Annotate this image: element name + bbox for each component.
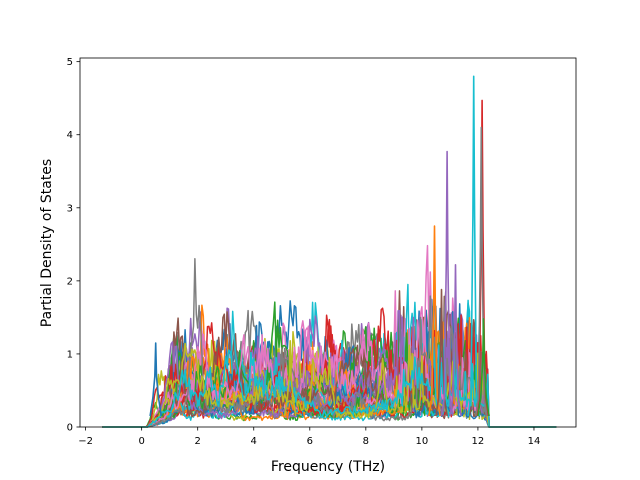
- x-tick-label: 0: [138, 436, 144, 447]
- x-tick-label: 6: [307, 436, 313, 447]
- x-tick-label: 14: [528, 436, 541, 447]
- peak-series-7: [467, 75, 481, 417]
- x-tick-label: −2: [78, 436, 93, 447]
- peak-series-5: [440, 150, 454, 417]
- x-tick-label: 12: [472, 436, 485, 447]
- x-tick-label: 4: [251, 436, 257, 447]
- y-axis-label: Partial Density of States: [39, 159, 55, 327]
- peak-series-3: [428, 225, 441, 417]
- x-tick-label: 2: [195, 436, 201, 447]
- x-tick-label: 8: [363, 436, 369, 447]
- y-tick-label: 2: [67, 276, 73, 287]
- y-tick-label: 3: [67, 203, 73, 214]
- y-tick-label: 4: [67, 130, 73, 141]
- series-layer: [102, 75, 557, 428]
- pdos-series-40: [102, 310, 557, 428]
- peak-series-10: [477, 318, 490, 417]
- peak-series-1: [149, 342, 163, 417]
- y-tick-label: 0: [67, 423, 73, 434]
- x-tick-label: 10: [416, 436, 429, 447]
- peak-series-2: [283, 340, 297, 417]
- peak-series-9: [474, 126, 488, 417]
- y-tick-label: 5: [67, 57, 73, 68]
- x-axis-label: Frequency (THz): [271, 459, 385, 475]
- plot-frame: [79, 57, 577, 428]
- pdos-series-38: [102, 258, 557, 428]
- y-tick-label: 1: [67, 349, 73, 360]
- peak-series-6: [449, 264, 462, 417]
